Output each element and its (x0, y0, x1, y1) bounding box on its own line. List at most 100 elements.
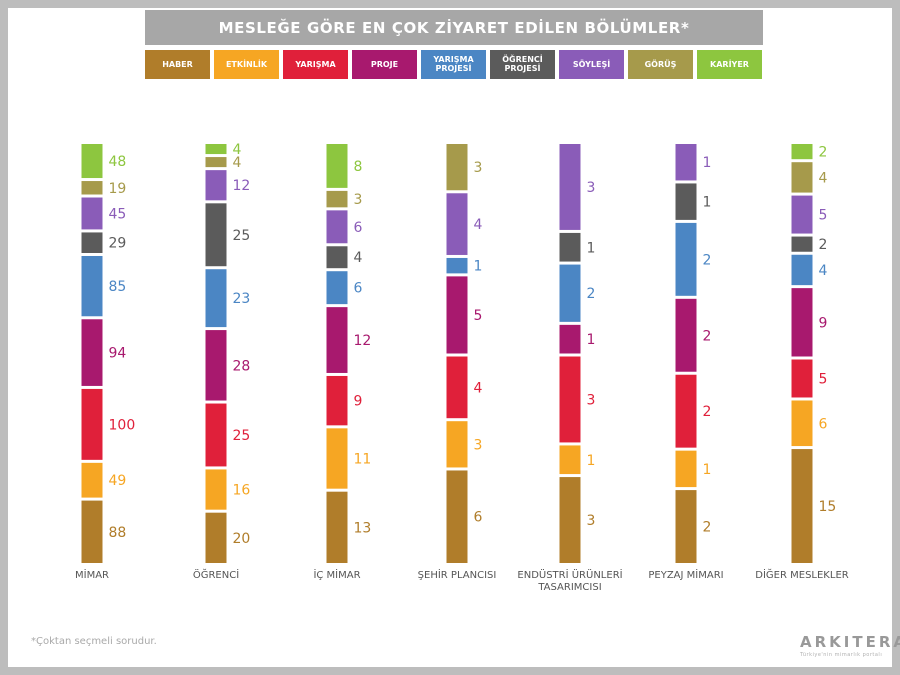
value-label: 13 (354, 520, 372, 536)
bar-segment-proje (675, 298, 697, 372)
bar-segment-etki̇nli̇k (446, 421, 468, 468)
value-label: 29 (109, 236, 127, 252)
value-label: 49 (109, 473, 127, 489)
bar-segment-öğrenci̇-projesi̇ (205, 203, 227, 267)
bar-segment-yarişma (675, 374, 697, 448)
bar-segment-söyleşi̇ (446, 193, 468, 255)
bar-segment-görüş (446, 144, 468, 191)
bar-segment-öğrenci̇-projesi̇ (81, 232, 103, 253)
value-label: 4 (233, 155, 242, 171)
category-label: PEYZAJ MİMARI (648, 568, 723, 581)
value-label: 9 (819, 315, 828, 331)
bar-segment-söyleşi̇ (326, 210, 348, 244)
chart-title: MESLEĞE GÖRE EN ÇOK ZİYARET EDİLEN BÖLÜM… (145, 10, 763, 45)
bar-segment-haber (675, 490, 697, 563)
bar-segment-kari̇yer (205, 144, 227, 155)
bar-segment-söyleşi̇ (791, 195, 813, 234)
value-label: 1 (587, 240, 596, 256)
bar-segment-kari̇yer (81, 144, 103, 179)
value-label: 48 (109, 154, 127, 170)
bar-segment-kari̇yer (791, 144, 813, 160)
bar-segment-etki̇nli̇k (791, 400, 813, 447)
bar-segment-görüş (81, 181, 103, 195)
category-label: TASARIMCISI (537, 582, 601, 593)
bar-segment-haber (791, 449, 813, 563)
value-label: 4 (819, 263, 828, 279)
value-label: 2 (703, 520, 712, 536)
value-label: 2 (703, 252, 712, 268)
legend: HABER ETKİNLİK YARIŞMA PROJE YARIŞMA PROJESİ Ö… (145, 50, 765, 79)
legend-item-proje: PROJE (352, 50, 417, 79)
value-label: 2 (703, 328, 712, 344)
bar-segment-söyleşi̇ (205, 170, 227, 201)
value-label: 12 (233, 178, 251, 194)
bar-segment-kari̇yer (326, 144, 348, 188)
value-label: 6 (819, 416, 828, 432)
value-label: 12 (354, 333, 372, 349)
bar-segment-etki̇nli̇k (81, 462, 103, 498)
bar-segment-proje (446, 276, 468, 354)
bar-segment-görüş (791, 162, 813, 193)
arkitera-logo: ARKITERA Türkiye'nin mimarlık portalı (800, 633, 900, 661)
bar-segment-proje (791, 288, 813, 357)
bar-segment-etki̇nli̇k (675, 450, 697, 488)
bar-segment-haber (326, 491, 348, 563)
value-label: 1 (587, 332, 596, 348)
bar-segment-öğrenci̇-projesi̇ (326, 246, 348, 269)
value-label: 8 (354, 159, 363, 175)
bar-segment-yarişma-projesi̇ (205, 269, 227, 328)
value-label: 4 (474, 217, 483, 233)
bar-segment-yarişma-projesi̇ (675, 222, 697, 296)
value-label: 2 (819, 145, 828, 161)
legend-item-yarişma-projesi̇: YARIŞMA PROJESİ (421, 50, 486, 79)
value-label: 4 (233, 142, 242, 158)
value-label: 11 (354, 452, 372, 468)
value-label: 25 (233, 228, 251, 244)
bar-segment-proje (81, 319, 103, 386)
value-label: 85 (109, 279, 127, 295)
bar-segment-haber (446, 470, 468, 563)
value-label: 5 (819, 208, 828, 224)
legend-item-kari̇yer: KARİYER (697, 50, 762, 79)
category-label: ŞEHİR PLANCISI (418, 568, 497, 581)
category-label: ENDÜSTRİ ÜRÜNLERİ (517, 568, 622, 581)
value-label: 1 (703, 155, 712, 171)
bar-segment-haber (81, 500, 103, 563)
value-label: 9 (354, 394, 363, 410)
value-label: 15 (819, 499, 837, 515)
value-label: 2 (819, 237, 828, 253)
bar-segment-görüş (205, 157, 227, 168)
logo-word: ARKITERA (800, 633, 900, 651)
bar-segment-söyleşi̇ (559, 144, 581, 230)
value-label: 5 (819, 371, 828, 387)
bar-segment-etki̇nli̇k (326, 428, 348, 489)
legend-item-haber: HABER (145, 50, 210, 79)
value-label: 1 (587, 453, 596, 469)
bar-segment-yarişma (446, 356, 468, 419)
bar-segment-haber (205, 512, 227, 563)
value-label: 25 (233, 428, 251, 444)
value-label: 1 (703, 462, 712, 478)
value-label: 28 (233, 358, 251, 374)
value-label: 1 (703, 195, 712, 211)
legend-item-görüş: GÖRÜŞ (628, 50, 693, 79)
bar-segment-yarişma-projesi̇ (446, 257, 468, 274)
category-label: MİMAR (75, 568, 109, 581)
value-label: 4 (474, 380, 483, 396)
value-label: 5 (474, 308, 483, 324)
bar-segment-yarişma (81, 388, 103, 460)
bar-segment-söyleşi̇ (81, 197, 103, 230)
value-label: 3 (587, 392, 596, 408)
bar-segment-etki̇nli̇k (205, 469, 227, 510)
bar-segment-yarişma-projesi̇ (326, 271, 348, 305)
value-label: 16 (233, 483, 251, 499)
value-label: 88 (109, 525, 127, 541)
value-label: 1 (474, 259, 483, 275)
value-label: 20 (233, 531, 251, 547)
bar-segment-öğrenci̇-projesi̇ (791, 236, 813, 252)
value-label: 3 (354, 192, 363, 208)
value-label: 6 (354, 281, 363, 297)
value-label: 4 (819, 170, 828, 186)
value-label: 100 (109, 417, 136, 433)
